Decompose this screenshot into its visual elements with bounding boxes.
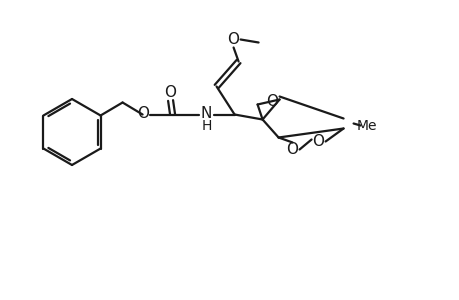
Text: N: N [201,106,212,121]
Text: O: O [312,134,324,149]
Text: O: O [227,32,239,47]
Text: O: O [137,106,149,121]
Text: Me: Me [356,118,376,133]
Text: O: O [286,142,298,157]
Text: O: O [164,85,176,100]
Text: H: H [201,118,211,133]
Text: O: O [266,94,278,109]
